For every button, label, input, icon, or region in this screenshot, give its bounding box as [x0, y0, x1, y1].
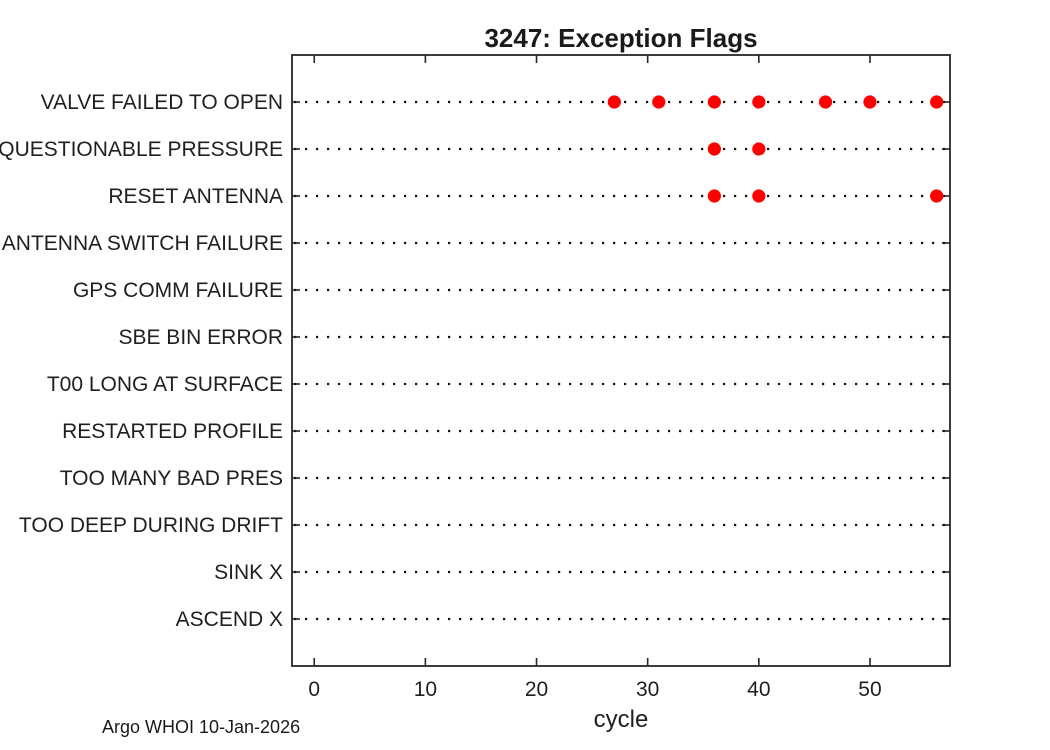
data-point-marker: [930, 95, 944, 109]
x-tick-label: 0: [308, 678, 320, 701]
y-category-label: GPS COMM FAILURE: [73, 279, 283, 302]
chart-layer: VALVE FAILED TO OPEN QUESTIONABLE PRESSUR…: [0, 54, 951, 701]
y-category-label: QUESTIONABLE PRESSURE: [0, 138, 283, 161]
data-point-marker: [752, 142, 766, 156]
data-point-marker: [752, 189, 766, 203]
data-point-marker: [818, 95, 833, 109]
data-point-marker: [707, 95, 721, 109]
footer-annotation: Argo WHOI 10-Jan-2026: [102, 717, 300, 737]
x-tick-label: 40: [747, 678, 770, 701]
axes-box: [291, 54, 951, 667]
x-tick-label: 20: [525, 678, 548, 701]
x-tick-label: 10: [414, 678, 437, 701]
y-category-label: T00 LONG AT SURFACE: [47, 373, 283, 396]
y-category-label: ANTENNA SWITCH FAILURE: [2, 232, 283, 255]
y-category-label: VALVE FAILED TO OPEN: [41, 91, 283, 114]
chart-title: 3247: Exception Flags: [484, 23, 757, 53]
x-tick-label: 50: [858, 678, 881, 701]
y-category-label: SBE BIN ERROR: [118, 326, 283, 349]
y-category-label: ASCEND X: [176, 608, 283, 631]
x-tick-label: 30: [636, 678, 659, 701]
y-category-label: TOO MANY BAD PRES: [60, 467, 283, 490]
data-point-marker: [652, 95, 666, 109]
y-category-label: TOO DEEP DURING DRIFT: [19, 514, 283, 537]
data-point-marker: [930, 189, 944, 203]
data-point-marker: [752, 95, 766, 109]
data-point-marker: [863, 95, 877, 109]
data-point-marker: [707, 189, 721, 203]
data-point-marker: [707, 142, 721, 156]
y-category-label: RESTARTED PROFILE: [62, 420, 283, 443]
y-category-label: RESET ANTENNA: [108, 185, 283, 208]
data-point-marker: [607, 95, 621, 109]
x-axis-label: cycle: [594, 706, 649, 733]
y-category-label: SINK X: [214, 561, 283, 584]
